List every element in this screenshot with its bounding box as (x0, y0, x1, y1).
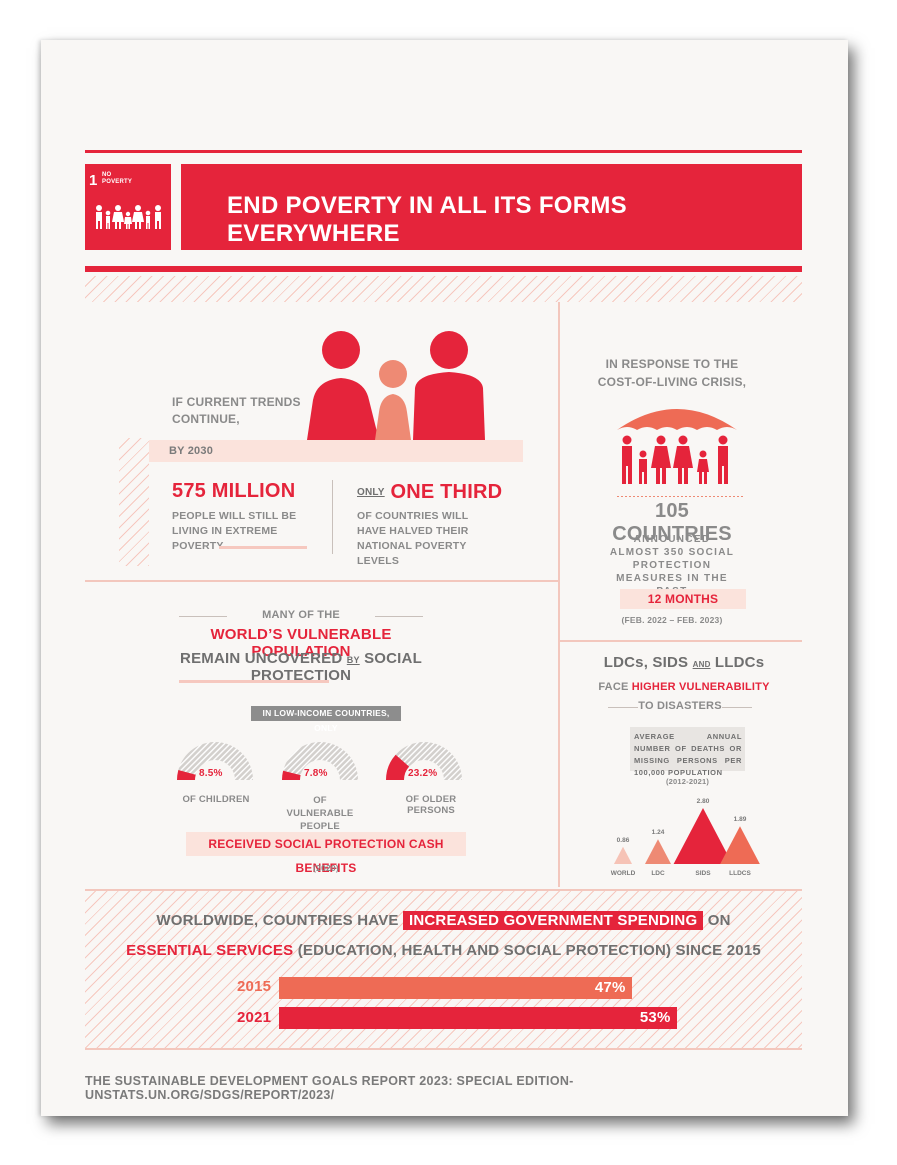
disaster-category-label: LDC (651, 870, 665, 877)
disasters-title-b: LLDCs (714, 654, 765, 671)
gauge-fill (282, 770, 301, 780)
to-disasters-text: TO DISASTERS (638, 700, 722, 712)
spending-line1-a: WORLDWIDE, COUNTRIES HAVE (156, 912, 399, 929)
gauge-label-older: OF OLDER PERSONS (405, 794, 457, 816)
gauge-label-children: OF CHILDREN (182, 794, 250, 805)
benefits-year: (2020) (313, 863, 339, 873)
gauge-fill (386, 754, 410, 780)
disaster-category-label: LLDCS (729, 870, 751, 877)
goal-name: NO POVERTY (102, 172, 133, 185)
disaster-value-label: 2.80 (697, 798, 710, 805)
vulnerable-line1: MANY OF THE (262, 609, 340, 621)
title-banner: END POVERTY IN ALL ITS FORMS EVERYWHERE (181, 164, 802, 250)
dotted-rule (617, 496, 745, 497)
third-stat-value: ONLY ONE THIRD (357, 481, 502, 504)
uncovered-text: REMAIN UNCOVERED (180, 650, 343, 667)
divider-vertical-main (558, 302, 560, 887)
gauge-value-children: 8.5% (199, 768, 223, 779)
countries-value: 105 COUNTRIES (612, 500, 732, 545)
goal-number: 1 (89, 172, 98, 189)
spending-line2-b: (EDUCATION, HEALTH AND SOCIAL PROTECTION… (297, 942, 761, 959)
bar-year-2021: 2021 (237, 1009, 272, 1026)
vulnerable-line2: WORLD’S VULNERABLE POPULATION (210, 626, 392, 660)
spending-line1: WORLDWIDE, COUNTRIES HAVE INCREASED GOVE… (85, 911, 802, 930)
gauge-track (177, 742, 253, 780)
bar-value-2015: 47% (594, 979, 626, 996)
umbrella-family-icon (617, 409, 737, 484)
disaster-bar-sids (673, 808, 733, 864)
disaster-bar-lldcs (720, 826, 760, 864)
disasters-line2: FACE HIGHER VULNERABILITY (584, 681, 784, 693)
spending-bar-2021: 53% (279, 1007, 677, 1029)
divider-horizontal-left (85, 580, 558, 582)
third-stat-text: OF COUNTRIES WILL HAVE HALVED THEIR NATI… (357, 510, 469, 567)
vulnerable-line3: REMAIN UNCOVERED BY SOCIAL PROTECTION (141, 650, 461, 684)
poverty-stat-value: 575 MILLION (172, 480, 296, 502)
disaster-category-label: WORLD (611, 870, 636, 877)
disasters-desc-box: AVERAGE ANNUAL NUMBER OF DEATHS OR MISSI… (630, 727, 745, 777)
received-benefits-banner: RECEIVED SOCIAL PROTECTION CASH BENEFITS (186, 832, 466, 875)
by-year-bar: BY 2030 (149, 440, 523, 462)
higher-vulnerability-text: HIGHER VULNERABILITY (631, 681, 770, 693)
disaster-category-label: SIDS (695, 870, 711, 877)
social-protection-text: SOCIAL PROTECTION (250, 650, 422, 684)
sdg-goal-tile: 1 NO POVERTY (85, 164, 171, 250)
vulnerable-underline (179, 680, 329, 683)
cost-of-living-intro: IN RESPONSE TO THE COST-OF-LIVING CRISIS… (597, 357, 747, 389)
poverty-stat-text: PEOPLE WILL STILL BE LIVING IN EXTREME P… (172, 510, 297, 552)
disasters-title: LDCs, SIDS AND LLDCs (584, 654, 784, 671)
disaster-bar-world (613, 846, 633, 864)
coverage-gauges (177, 742, 462, 780)
disasters-period: (2012-2021) (665, 777, 710, 786)
by-year-label: BY 2030 (169, 445, 214, 457)
by-word: BY (346, 655, 360, 665)
disasters-rule-right (722, 707, 752, 708)
spending-line2: ESSENTIAL SERVICES (EDUCATION, HEALTH AN… (85, 942, 802, 959)
disaster-chart: 0.86 WORLD 1.24 LDC 2.80 SIDS 1.89 LLDCS (611, 798, 760, 877)
gauge-value-older: 23.2% (408, 768, 438, 779)
family-icon (96, 205, 161, 229)
disaster-bar-ldc (644, 839, 672, 864)
rule-right (375, 616, 423, 617)
disasters-title-a: LDCs, SIDS (603, 654, 689, 671)
poverty-stat-underline (219, 546, 307, 549)
spending-top-rule (85, 889, 802, 891)
one-third-value: ONE THIRD (390, 481, 503, 503)
disasters-rule-left (608, 707, 638, 708)
spending-line1-b: ON (707, 912, 731, 929)
gauge-track (282, 742, 358, 780)
header-hatch-band (85, 276, 802, 302)
low-income-tag: IN LOW-INCOME COUNTRIES, ONLY (251, 706, 401, 733)
only-prefix: ONLY (357, 487, 385, 499)
period-range: (FEB. 2022 – FEB. 2023) (621, 615, 723, 625)
infographic-page: 1 NO POVERTY END POVERTY IN ALL ITS FORM… (41, 40, 848, 1116)
trends-intro: IF CURRENT TRENDS CONTINUE, (172, 395, 301, 426)
bar-value-2021: 53% (639, 1009, 671, 1026)
gauge-value-vulnerable: 7.8% (304, 768, 328, 779)
face-word: FACE (598, 681, 629, 693)
divider-horizontal-right (560, 640, 802, 642)
gauge-label-vulnerable: OF VULNERABLE PEOPLE (286, 795, 354, 832)
spending-bar-2015: 47% (279, 977, 632, 999)
disasters-desc: AVERAGE ANNUAL NUMBER OF DEATHS OR MISSI… (634, 732, 742, 777)
disaster-value-label: 0.86 (617, 837, 630, 844)
header-bottom-rule (85, 266, 802, 272)
disaster-value-label: 1.89 (734, 816, 747, 823)
family-silhouette-illustration (307, 331, 485, 440)
spending-highlight: INCREASED GOVERNMENT SPENDING (402, 911, 704, 930)
disaster-value-label: 1.24 (652, 829, 665, 836)
rule-left (179, 616, 227, 617)
header-top-rule (85, 150, 802, 153)
bar-year-2015: 2015 (237, 978, 272, 995)
essential-services-text: ESSENTIAL SERVICES (126, 942, 294, 959)
page-title: END POVERTY IN ALL ITS FORMS EVERYWHERE (227, 192, 627, 247)
trends-hatch-left (119, 438, 149, 566)
footer-citation: THE SUSTAINABLE DEVELOPMENT GOALS REPORT… (85, 1074, 574, 1102)
spending-bottom-rule (85, 1048, 802, 1050)
twelve-months-badge: 12 MONTHS (620, 589, 746, 609)
gauge-fill (177, 769, 196, 780)
and-word: AND (692, 660, 711, 669)
trends-divider (332, 480, 333, 554)
